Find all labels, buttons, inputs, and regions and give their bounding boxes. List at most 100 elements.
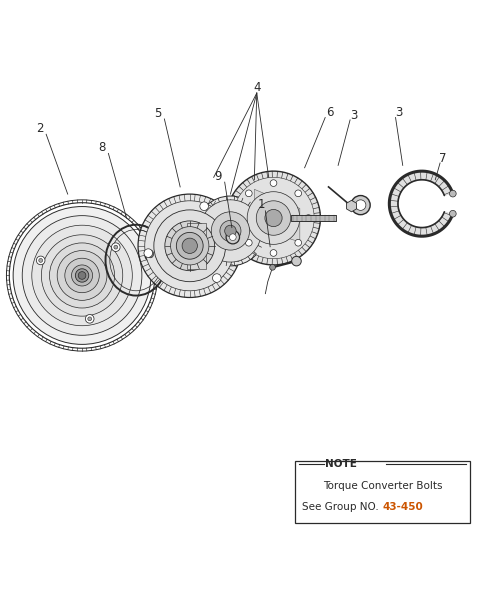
Polygon shape [399,221,406,228]
Polygon shape [398,181,405,188]
Polygon shape [440,182,446,188]
Polygon shape [438,180,444,187]
Polygon shape [347,200,357,212]
Polygon shape [408,225,412,233]
Polygon shape [397,182,404,188]
Polygon shape [427,227,429,236]
Circle shape [220,220,241,242]
Polygon shape [398,181,405,187]
Polygon shape [410,226,414,234]
Polygon shape [434,176,439,184]
Text: Torque Converter Bolts: Torque Converter Bolts [323,481,442,491]
Polygon shape [428,172,431,181]
Polygon shape [443,187,450,192]
Polygon shape [443,188,450,192]
Circle shape [449,190,456,197]
Circle shape [78,271,86,279]
Text: See Group NO.: See Group NO. [302,502,383,511]
Circle shape [295,239,301,246]
Polygon shape [411,173,415,181]
Polygon shape [400,179,407,186]
Polygon shape [396,184,403,189]
Polygon shape [433,225,437,233]
Polygon shape [394,216,401,220]
Polygon shape [390,199,398,201]
Polygon shape [442,186,450,191]
Polygon shape [437,178,443,185]
Circle shape [270,249,277,257]
Polygon shape [187,223,206,268]
Polygon shape [444,190,452,194]
Polygon shape [391,211,399,214]
Polygon shape [414,172,417,181]
Polygon shape [401,178,407,185]
Polygon shape [437,179,443,186]
Polygon shape [444,212,452,216]
Circle shape [165,221,215,271]
Polygon shape [397,182,404,188]
Polygon shape [390,207,398,209]
Polygon shape [404,224,409,232]
Polygon shape [389,204,398,205]
Circle shape [114,245,118,249]
Polygon shape [439,181,446,188]
Polygon shape [410,173,414,181]
Polygon shape [408,226,412,233]
Polygon shape [395,185,402,191]
Polygon shape [417,172,419,180]
Polygon shape [396,219,403,224]
Circle shape [85,314,94,323]
Polygon shape [425,228,426,236]
Circle shape [22,216,142,335]
Text: 5: 5 [154,107,161,120]
Polygon shape [444,212,453,216]
Polygon shape [444,213,452,216]
Polygon shape [439,181,445,187]
Polygon shape [407,225,411,233]
Circle shape [235,214,242,222]
Polygon shape [444,213,452,217]
Text: 2: 2 [36,122,44,135]
Polygon shape [420,228,421,236]
Polygon shape [444,191,452,195]
Polygon shape [441,183,447,189]
Circle shape [182,238,197,254]
Circle shape [144,249,153,257]
Polygon shape [394,216,401,221]
Polygon shape [425,171,426,180]
Text: 8: 8 [98,141,106,154]
Polygon shape [430,226,433,234]
Circle shape [245,190,252,197]
Polygon shape [432,175,437,182]
Text: 4: 4 [253,81,261,94]
Polygon shape [407,175,411,182]
Polygon shape [438,222,444,228]
Polygon shape [427,172,429,181]
Text: 3: 3 [395,106,403,119]
Circle shape [245,239,252,246]
Polygon shape [398,220,405,226]
Circle shape [39,258,43,263]
Polygon shape [397,219,404,226]
Polygon shape [444,213,452,217]
Polygon shape [434,176,439,184]
Polygon shape [408,174,412,182]
Polygon shape [413,227,416,235]
Circle shape [75,268,89,282]
Polygon shape [395,217,402,222]
Polygon shape [433,175,438,183]
Polygon shape [426,228,428,236]
Polygon shape [441,219,447,225]
Polygon shape [435,176,440,184]
Polygon shape [403,177,408,184]
Circle shape [270,180,277,187]
Polygon shape [408,174,412,182]
Polygon shape [427,172,430,181]
Polygon shape [423,228,424,236]
Polygon shape [424,228,426,236]
Polygon shape [422,228,423,236]
Polygon shape [431,226,435,233]
Circle shape [355,200,366,210]
Circle shape [227,171,321,265]
Polygon shape [439,220,446,226]
